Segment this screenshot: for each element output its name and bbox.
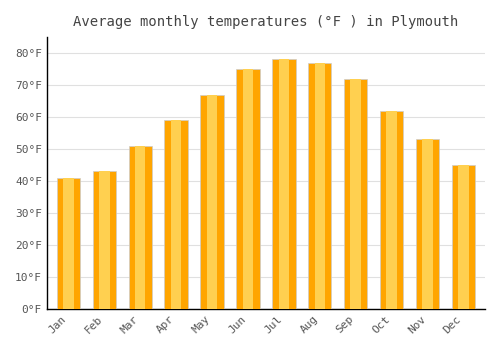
Bar	[171, 120, 181, 309]
Bar	[128, 146, 152, 309]
Bar	[242, 69, 253, 309]
Bar	[422, 139, 433, 309]
Title: Average monthly temperatures (°F ) in Plymouth: Average monthly temperatures (°F ) in Pl…	[74, 15, 458, 29]
Bar	[92, 172, 116, 309]
Bar	[452, 165, 475, 309]
Bar	[135, 146, 145, 309]
Bar	[56, 178, 80, 309]
Bar	[308, 63, 332, 309]
Bar	[350, 79, 361, 309]
Bar	[63, 178, 74, 309]
Bar	[207, 94, 218, 309]
Bar	[200, 94, 224, 309]
Bar	[278, 60, 289, 309]
Bar	[272, 60, 295, 309]
Bar	[99, 172, 110, 309]
Bar	[344, 79, 368, 309]
Bar	[314, 63, 325, 309]
Bar	[164, 120, 188, 309]
Bar	[416, 139, 439, 309]
Bar	[380, 111, 404, 309]
Bar	[386, 111, 397, 309]
Bar	[236, 69, 260, 309]
Bar	[458, 165, 468, 309]
